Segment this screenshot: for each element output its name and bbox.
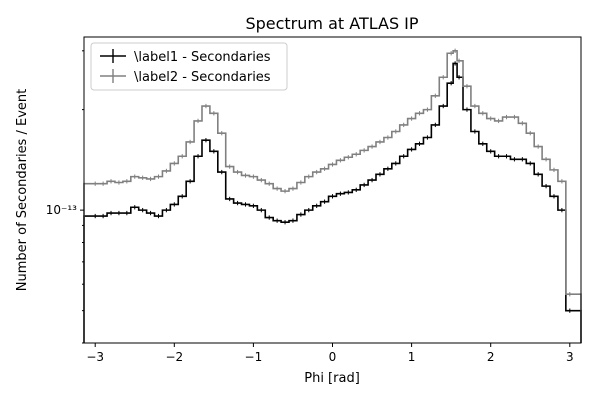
legend-label: \label1 - Secondaries [134,50,271,65]
x-axis-label: Phi [rad] [304,371,360,386]
y-axis: 10⁻¹³ [46,50,84,344]
x-tick-label: 3 [566,350,574,364]
x-tick-label: 0 [329,350,337,364]
series-layer [83,48,582,343]
x-tick-label: −2 [165,350,183,364]
y-tick-label: 10⁻¹³ [46,203,77,217]
x-tick-label: 1 [408,350,416,364]
x-tick-label: −3 [86,350,104,364]
chart-title: Spectrum at ATLAS IP [245,14,418,33]
x-tick-label: −1 [245,350,263,364]
series-line-1 [83,62,582,343]
y-axis-label: Number of Secondaries / Event [15,89,30,291]
x-tick-label: 2 [487,350,495,364]
legend-box [90,42,288,91]
x-axis: −3 −2 −1 0 1 2 3 [86,343,574,364]
legend: \label1 - Secondaries \label2 - Secondari… [90,42,288,91]
legend-label: \label2 - Secondaries [134,70,271,85]
